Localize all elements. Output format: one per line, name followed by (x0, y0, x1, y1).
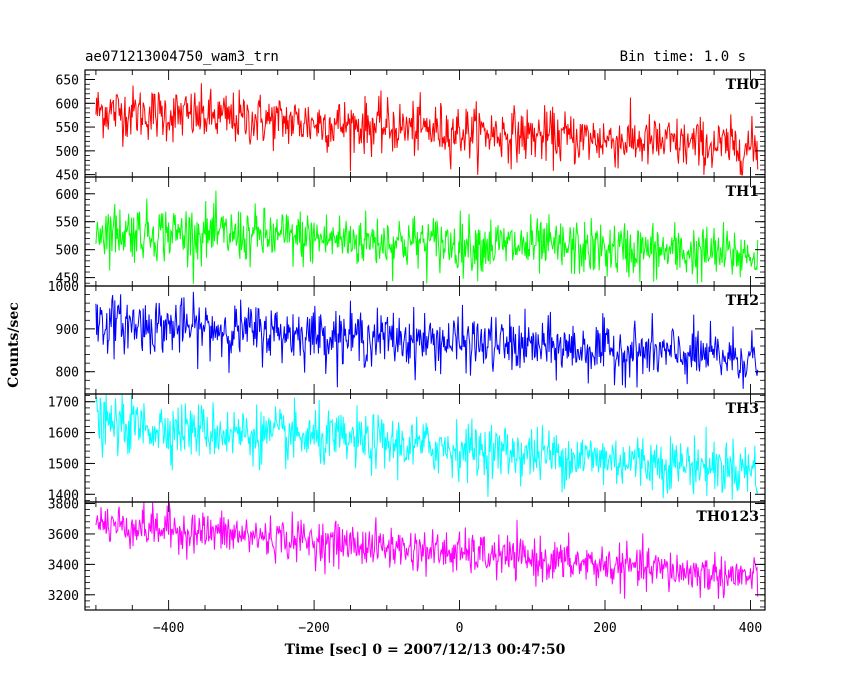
panel-th0123: 3200 3400 3600 3800 TH0123 (48, 498, 766, 611)
panels-group: 450 500 550 600 650 TH0 450 500 550 600 TH1 800 900 1… (48, 69, 766, 636)
y-tick-label: 3600 (48, 528, 79, 543)
y-tick-label: 450 (56, 169, 79, 184)
y-tick-label: 550 (56, 121, 79, 136)
panel-label-th0123: TH0123 (696, 509, 759, 525)
panel-label-th0: TH0 (726, 77, 760, 93)
series-line-th2 (95, 291, 759, 389)
y-tick-label: 450 (56, 272, 79, 287)
x-tick-label: 200 (593, 621, 616, 636)
y-tick-label: 800 (56, 366, 79, 381)
x-tick-label: 400 (739, 621, 762, 636)
panel-th2: 800 900 1000 TH2 (48, 280, 766, 395)
panel-th3: 1400 1500 1600 1700 TH3 (48, 393, 766, 503)
series-line-th1 (95, 190, 759, 284)
panel-th1: 450 500 550 600 TH1 (56, 176, 766, 287)
y-tick-label: 1000 (48, 280, 79, 295)
y-tick-label: 3400 (48, 558, 79, 573)
y-tick-label: 1700 (48, 396, 79, 411)
x-axis-label: Time [sec] 0 = 2007/12/13 00:47:50 (285, 642, 566, 658)
y-tick-label: 600 (56, 97, 79, 112)
panel-label-th1: TH1 (726, 184, 759, 200)
y-axis-label: Counts/sec (6, 302, 22, 388)
bin-time-label: Bin time: 1.0 s (620, 49, 746, 65)
x-tick-label: −400 (153, 621, 184, 636)
series-line-th0 (95, 83, 759, 176)
plot-title: ae071213004750_wam3_trn (85, 49, 279, 65)
y-tick-label: 1600 (48, 427, 79, 442)
panel-label-th3: TH3 (726, 401, 759, 417)
series-line-th0123 (95, 502, 759, 599)
panel-th0: 450 500 550 600 650 TH0 (56, 69, 766, 184)
y-tick-label: 600 (56, 188, 79, 203)
panel-label-th2: TH2 (726, 293, 759, 309)
series-line-th3 (95, 394, 759, 500)
y-tick-label: 900 (56, 323, 79, 338)
y-tick-label: 550 (56, 216, 79, 231)
y-tick-label: 3800 (48, 498, 79, 513)
y-tick-label: 500 (56, 244, 79, 259)
y-tick-label: 1500 (48, 457, 79, 472)
x-tick-label: 0 (456, 621, 464, 636)
y-tick-label: 500 (56, 145, 79, 160)
panel-frame (84, 501, 766, 611)
y-tick-label: 3200 (48, 589, 79, 604)
y-tick-label: 650 (56, 74, 79, 89)
x-tick-label: −200 (298, 621, 329, 636)
y-tick-label: 1400 (48, 488, 79, 503)
